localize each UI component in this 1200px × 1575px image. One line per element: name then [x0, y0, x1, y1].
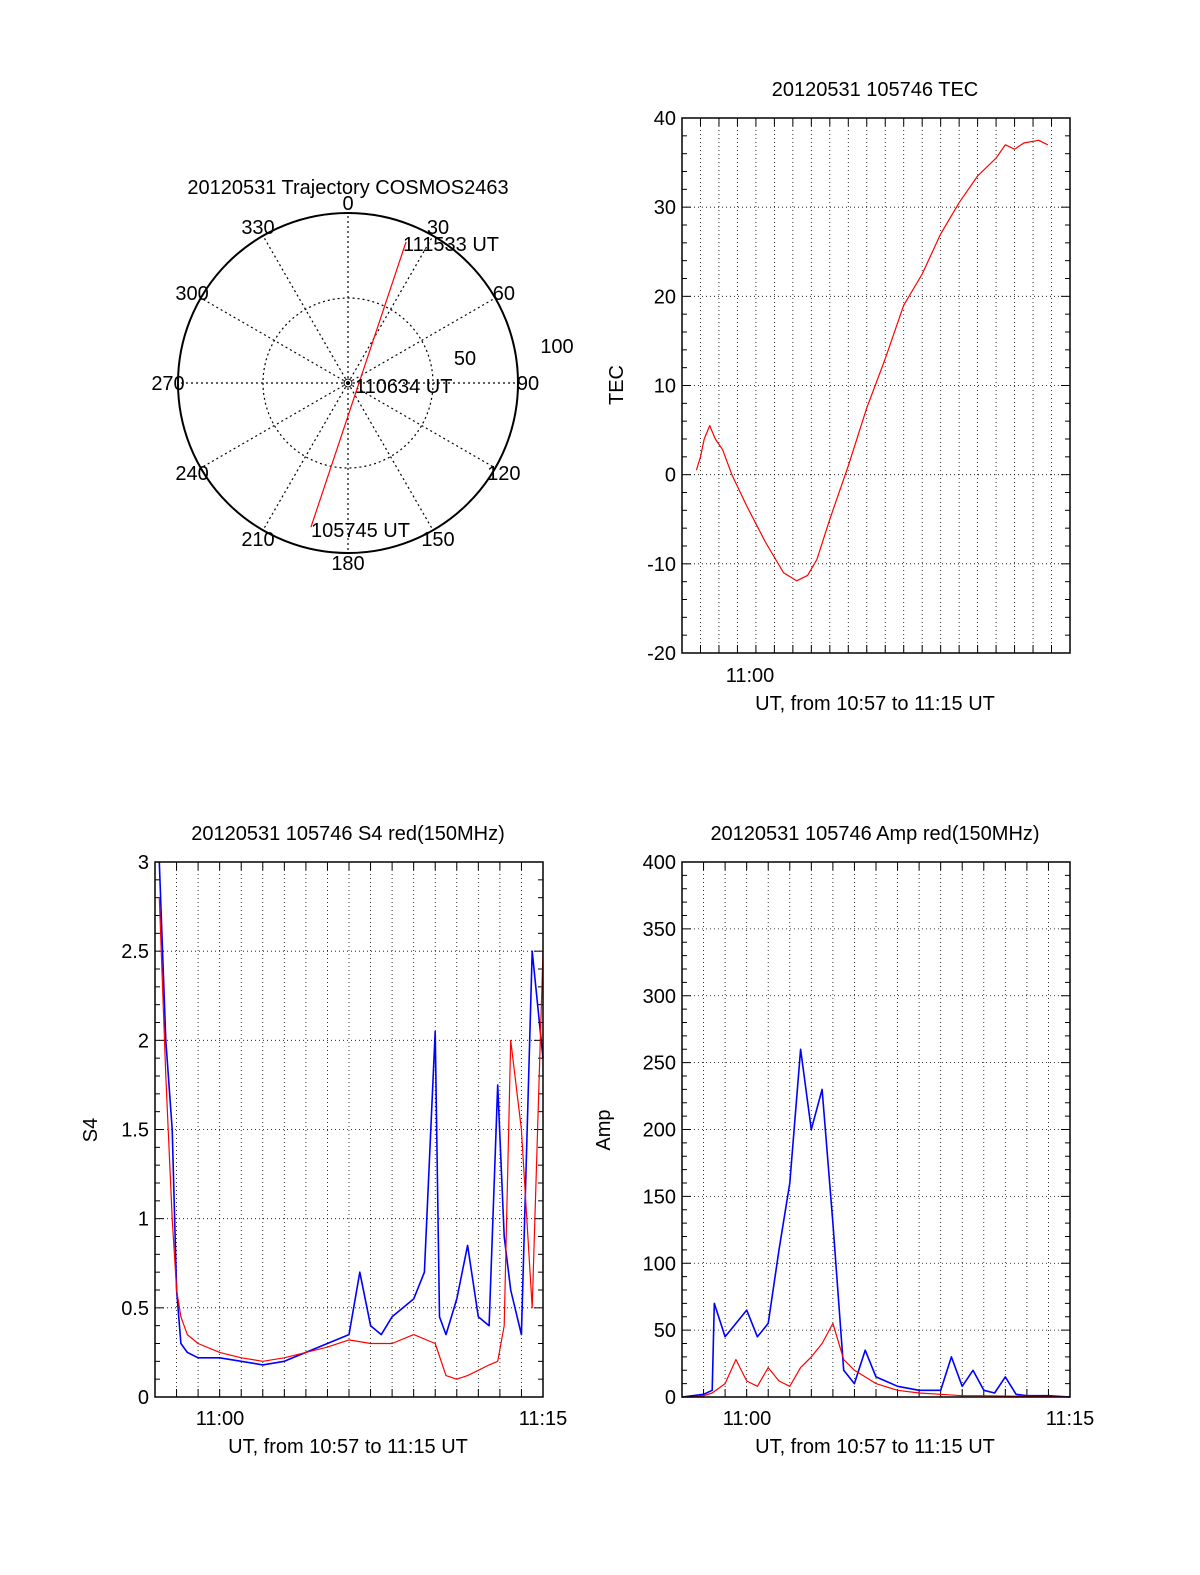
azimuth-label-210: 210 — [241, 529, 274, 551]
amp-plot-frame — [681, 861, 1071, 1398]
s4-y-axis-label: S4 — [80, 1118, 102, 1142]
s4-grid — [155, 862, 543, 1397]
amp-x-axis-label: UT, from 10:57 to 11:15 UT — [755, 1436, 995, 1458]
horizon-circle — [177, 212, 519, 554]
azimuth-label-0: 0 — [342, 193, 353, 215]
s4-plot-frame — [154, 861, 544, 1398]
azimuth-label-270: 270 — [151, 373, 184, 395]
amp-y-axis-label: Amp — [593, 1109, 615, 1150]
azimuth-spoke-60 — [347, 297, 496, 384]
amp-panel: 20120531 105746 Amp red(150MHz) 0 50 100 15… — [593, 823, 1094, 1458]
s4-series-red — [158, 897, 544, 1380]
tec-y-tick-label: -10 — [647, 554, 676, 576]
azimuth-label-90: 90 — [517, 373, 539, 395]
s4-x-tick-1115: 11:15 — [519, 1408, 568, 1430]
s4-y-tick-label: 2 — [138, 1030, 149, 1052]
azimuth-labels: 0 30 60 90 120 150 180 210 240 270 300 330 — [151, 193, 539, 575]
tec-minor-ticks — [681, 117, 1071, 654]
amp-y-tick-label: 0 — [665, 1387, 676, 1409]
satellite-track — [310, 241, 407, 528]
amp-y-tick-label: 350 — [643, 919, 676, 941]
tec-x-axis-label: UT, from 10:57 to 11:15 UT — [755, 693, 995, 715]
tec-series — [695, 139, 1049, 582]
tec-grid — [682, 118, 1070, 653]
azimuth-label-120: 120 — [487, 463, 520, 485]
tec-x-tick-1100: 11:00 — [726, 665, 775, 687]
azimuth-label-30: 30 — [427, 217, 449, 239]
azimuth-spoke-240 — [200, 382, 349, 469]
azimuth-spokes — [178, 213, 518, 553]
tec-y-tick-label: 20 — [654, 286, 676, 308]
s4-series-blue — [158, 861, 544, 1366]
amp-series — [681, 1048, 1071, 1398]
s4-y-tick-label: 0 — [138, 1387, 149, 1409]
tec-y-tick-label: 0 — [665, 465, 676, 487]
azimuth-label-330: 330 — [241, 217, 274, 239]
s4-x-axis-label: UT, from 10:57 to 11:15 UT — [228, 1436, 468, 1458]
tec-y-tick-label: 40 — [654, 108, 676, 130]
amp-x-tick-1100: 11:00 — [723, 1408, 772, 1430]
amp-y-tick-label: 250 — [643, 1053, 676, 1075]
tec-y-tick-label: 30 — [654, 197, 676, 219]
s4-y-tick-labels: 0 0.5 1 1.5 2 2.5 3 — [121, 852, 149, 1409]
amp-y-tick-label: 200 — [643, 1120, 676, 1142]
azimuth-spoke-120 — [347, 382, 496, 469]
s4-x-tick-1100: 11:00 — [196, 1408, 245, 1430]
amp-grid — [682, 862, 1070, 1397]
radial-label-50: 50 — [454, 348, 476, 370]
s4-title: 20120531 105746 S4 red(150MHz) — [191, 823, 505, 845]
track-closest-label: 110634 UT — [355, 376, 452, 398]
azimuth-spoke-210 — [262, 382, 349, 531]
s4-y-tick-label: 3 — [138, 852, 149, 874]
zenith-marker — [343, 378, 353, 388]
track-start-label: 105745 UT — [311, 520, 410, 542]
trajectory-title: 20120531 Trajectory COSMOS2463 — [187, 177, 508, 199]
track-end-label: 111533 UT — [403, 234, 499, 256]
trajectory-panel: 20120531 Trajectory COSMOS2463 0 30 60 90 12… — [151, 177, 573, 575]
tec-y-tick-labels: -20 -10 0 10 20 30 40 — [647, 108, 676, 665]
tec-y-axis-label: TEC — [606, 365, 628, 405]
s4-series — [158, 861, 544, 1380]
azimuth-spoke-300 — [200, 297, 349, 384]
s4-y-tick-label: 2.5 — [121, 941, 149, 963]
amp-series-blue — [681, 1048, 1071, 1398]
amp-x-tick-1115: 11:15 — [1046, 1408, 1095, 1430]
amp-y-tick-label: 150 — [643, 1186, 676, 1208]
tec-y-tick-label: -20 — [647, 643, 676, 665]
amp-title: 20120531 105746 Amp red(150MHz) — [710, 823, 1039, 845]
azimuth-label-150: 150 — [421, 529, 454, 551]
tec-title: 20120531 105746 TEC — [772, 79, 978, 101]
amp-y-tick-label: 400 — [643, 852, 676, 874]
amp-y-tick-label: 300 — [643, 986, 676, 1008]
tec-series-red — [695, 139, 1049, 582]
tec-plot-frame — [681, 117, 1071, 654]
s4-y-tick-label: 1.5 — [121, 1120, 149, 1142]
azimuth-label-240: 240 — [175, 463, 208, 485]
tec-panel: 20120531 105746 TEC -20 -10 0 10 20 30 40 11:0… — [606, 79, 1071, 715]
azimuth-spoke-30 — [347, 235, 434, 384]
s4-y-tick-label: 1 — [138, 1209, 149, 1231]
amp-y-tick-label: 100 — [643, 1253, 676, 1275]
amp-series-red — [682, 1322, 1071, 1398]
radial-label-100: 100 — [540, 336, 573, 358]
s4-y-tick-label: 0.5 — [121, 1298, 149, 1320]
azimuth-spoke-330 — [262, 235, 349, 384]
amp-y-tick-labels: 0 50 100 150 200 250 300 350 400 — [643, 852, 676, 1409]
tec-y-tick-label: 10 — [654, 376, 676, 398]
azimuth-spoke-150 — [347, 382, 434, 531]
amp-y-tick-label: 50 — [654, 1320, 676, 1342]
azimuth-label-60: 60 — [493, 283, 515, 305]
azimuth-label-300: 300 — [175, 283, 208, 305]
s4-panel: 20120531 105746 S4 red(150MHz) 0 0.5 1 1.5 2… — [80, 823, 567, 1458]
azimuth-label-180: 180 — [331, 553, 364, 575]
